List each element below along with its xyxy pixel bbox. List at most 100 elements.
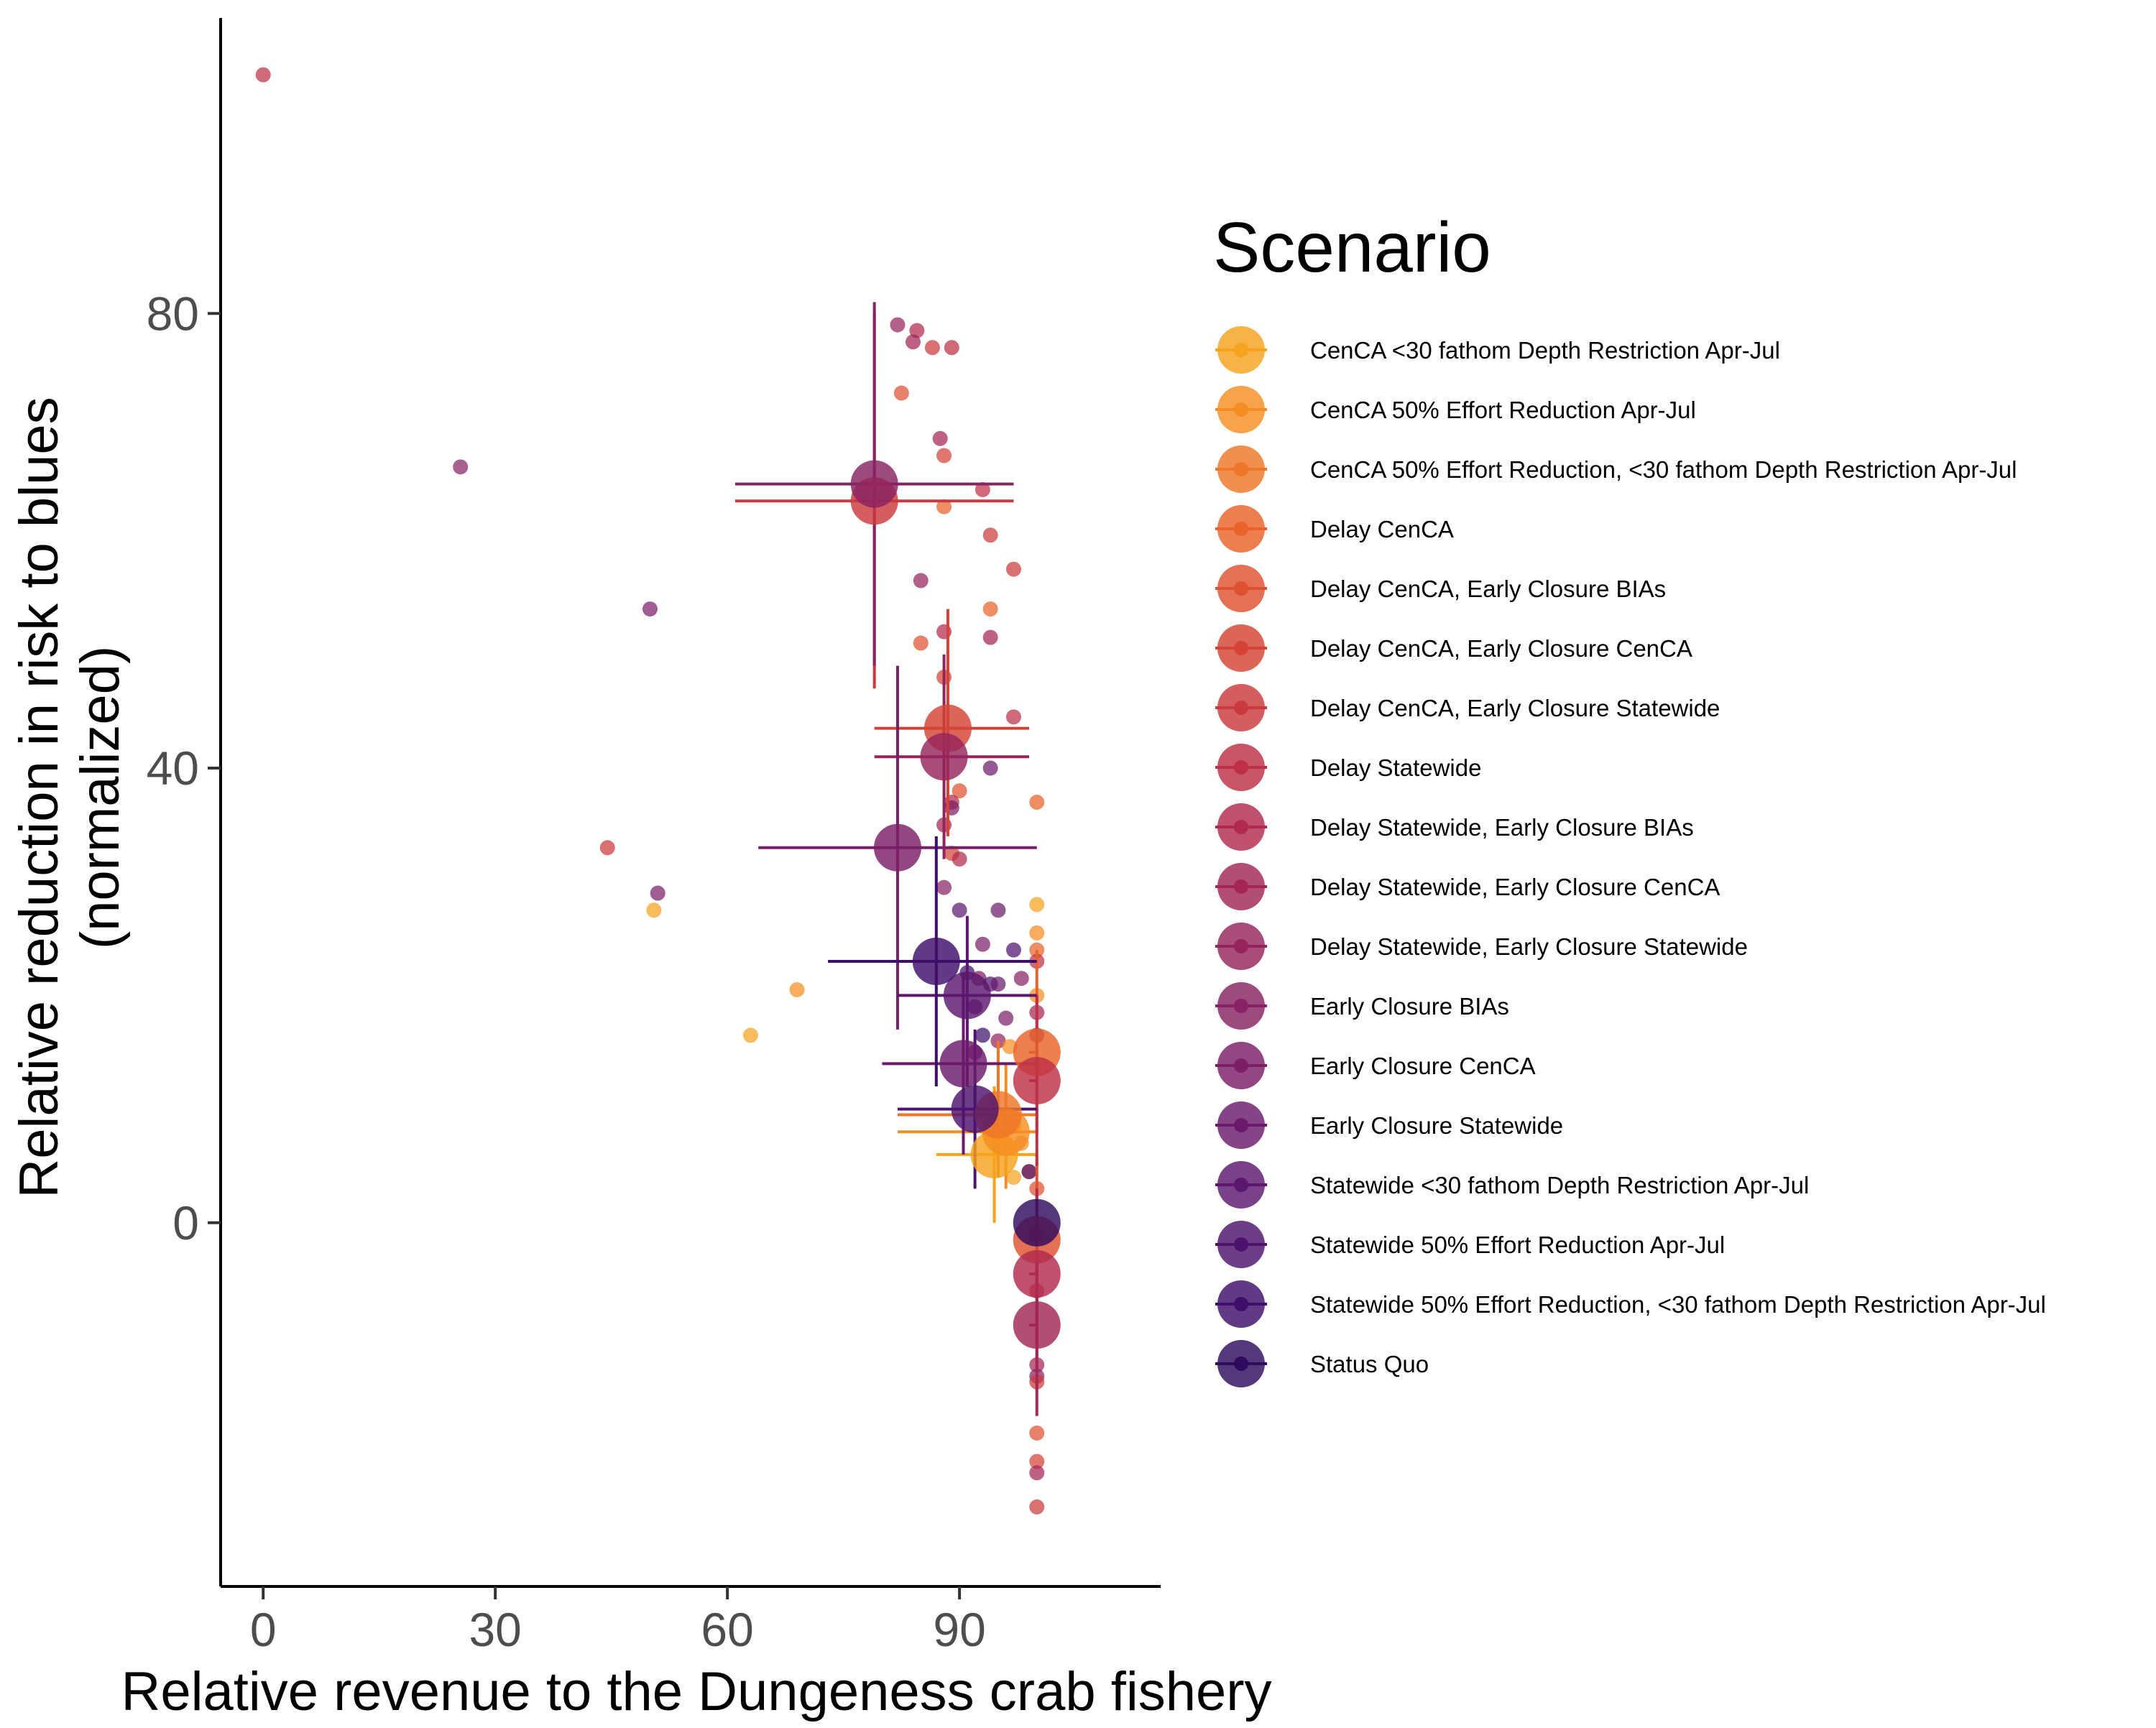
summary-point [1013, 1301, 1061, 1349]
data-point [453, 459, 469, 475]
data-point [1005, 1170, 1021, 1186]
summary-point [912, 937, 960, 985]
legend-label: Early Closure CenCA [1310, 1053, 1536, 1079]
data-point [1005, 709, 1021, 725]
legend: Scenario CenCA <30 fathom Depth Restrict… [1213, 208, 2046, 1387]
data-point [789, 982, 805, 998]
data-point [890, 317, 906, 333]
legend-key-dot [1234, 999, 1248, 1013]
legend-label: Statewide 50% Effort Reduction Apr-Jul [1310, 1232, 1725, 1258]
data-point [1029, 1454, 1045, 1469]
data-point [924, 340, 940, 356]
data-point [944, 340, 959, 356]
y-axis-title-line-1: Relative reduction in risk to blues [9, 397, 70, 1198]
legend-label: Delay CenCA, Early Closure Statewide [1310, 695, 1720, 721]
legend-key-dot [1234, 1237, 1248, 1252]
data-point [742, 1027, 758, 1043]
legend-label: Early Closure BIAs [1310, 993, 1509, 1020]
data-point [990, 976, 1006, 992]
legend-label: Delay Statewide, Early Closure CenCA [1310, 874, 1720, 900]
legend-label: Delay CenCA [1310, 516, 1454, 542]
x-tick-label: 90 [933, 1603, 985, 1656]
summary-point [1013, 1057, 1061, 1105]
data-point [1005, 942, 1021, 958]
data-point [1029, 897, 1045, 912]
data-point [982, 629, 998, 645]
data-point [1029, 795, 1045, 810]
data-point [936, 879, 952, 895]
plot-marks [255, 67, 1061, 1515]
y-tick-label: 80 [147, 287, 199, 340]
legend-label: Delay CenCA, Early Closure CenCA [1310, 635, 1692, 662]
y-tick-label: 40 [147, 741, 199, 795]
legend-key-dot [1234, 1058, 1248, 1073]
data-point [646, 902, 662, 918]
data-point [982, 760, 998, 776]
data-point [893, 385, 909, 401]
legend-key-dot [1234, 1118, 1248, 1132]
legend-label: Delay Statewide [1310, 754, 1481, 781]
legend-key-dot [1234, 1297, 1248, 1311]
y-tick-label: 0 [172, 1196, 199, 1249]
summary-point [951, 1085, 999, 1133]
data-point [1013, 971, 1029, 987]
data-point [990, 902, 1006, 918]
legend-key-dot [1234, 522, 1248, 536]
legend-key-dot [1234, 1357, 1248, 1371]
data-point [255, 67, 271, 83]
legend-label: CenCA 50% Effort Reduction Apr-Jul [1310, 397, 1696, 423]
data-point [975, 481, 990, 497]
data-point [952, 851, 967, 867]
legend-key-dot [1234, 1178, 1248, 1192]
data-point [650, 885, 665, 901]
axis-titles: Relative revenue to the Dungeness crab f… [9, 397, 1272, 1722]
data-point [936, 499, 952, 514]
data-point [982, 527, 998, 543]
data-point [975, 1027, 990, 1043]
x-axis-title: Relative revenue to the Dungeness crab f… [121, 1661, 1271, 1722]
legend-key-dot [1234, 879, 1248, 894]
axes: 0 30 60 90 0 40 80 [147, 18, 1161, 1656]
summary-point [939, 1040, 987, 1088]
data-point [952, 783, 967, 799]
legend-key-dot [1234, 820, 1248, 834]
summary-point [1013, 1198, 1061, 1247]
data-point [1029, 1465, 1045, 1481]
data-point [642, 601, 658, 617]
summary-point [1013, 1249, 1061, 1298]
summary-point [920, 733, 968, 781]
x-tick-label: 60 [701, 1603, 753, 1656]
legend-label: CenCA <30 fathom Depth Restriction Apr-J… [1310, 337, 1780, 364]
summary-point [850, 460, 898, 508]
legend-label: CenCA 50% Effort Reduction, <30 fathom D… [1310, 456, 2017, 483]
legend-title: Scenario [1213, 208, 1491, 287]
legend-label: Delay CenCA, Early Closure BIAs [1310, 576, 1666, 602]
legend-label: Delay Statewide, Early Closure BIAs [1310, 814, 1694, 841]
y-axis-title-line-2: (normalized) [70, 646, 131, 949]
data-point [982, 601, 998, 617]
data-point [909, 323, 925, 338]
legend-key-dot [1234, 939, 1248, 953]
x-tick-label: 0 [250, 1603, 277, 1656]
data-point [1029, 1499, 1045, 1515]
legend-key-dot [1234, 581, 1248, 596]
legend-label: Status Quo [1310, 1351, 1429, 1377]
data-point [913, 573, 929, 588]
data-point [599, 840, 615, 856]
data-point [906, 334, 921, 350]
x-tick-label: 30 [469, 1603, 521, 1656]
legend-key-dot [1234, 760, 1248, 775]
data-point [975, 936, 990, 952]
legend-key-dot [1234, 402, 1248, 417]
data-point [998, 1010, 1014, 1026]
data-point [1021, 1164, 1037, 1180]
data-point [1005, 561, 1021, 577]
summary-point [873, 823, 921, 872]
legend-label: Statewide <30 fathom Depth Restriction A… [1310, 1172, 1809, 1198]
legend-label: Statewide 50% Effort Reduction, <30 fath… [1310, 1291, 2046, 1318]
data-point [952, 902, 967, 918]
legend-key-dot [1234, 701, 1248, 715]
data-point [913, 635, 929, 651]
